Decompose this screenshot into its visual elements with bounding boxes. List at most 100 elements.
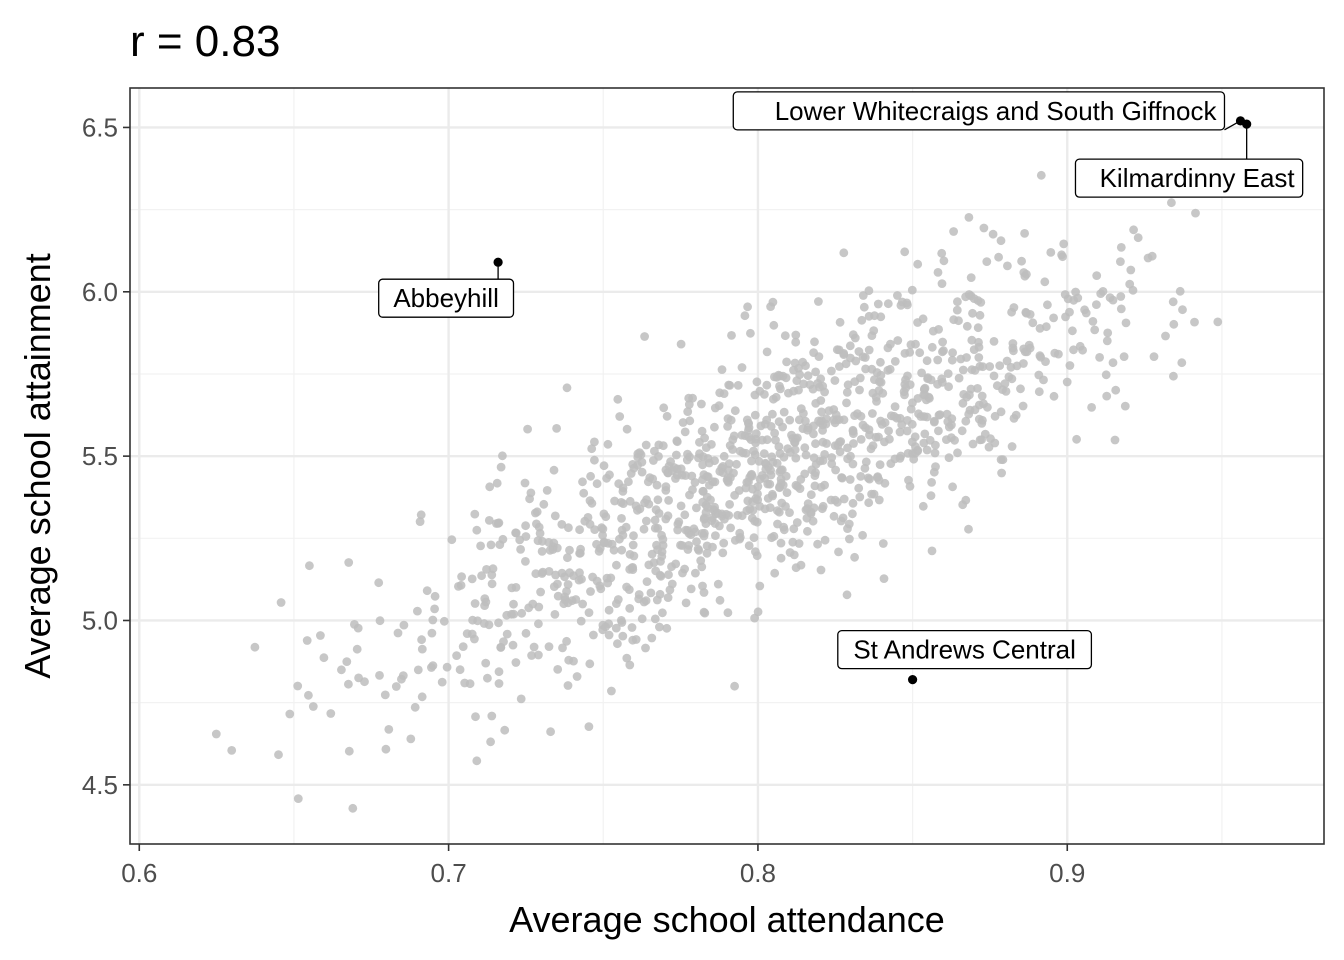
data-point (562, 383, 572, 393)
data-point (964, 524, 973, 534)
data-point (470, 634, 479, 644)
data-point (652, 595, 662, 605)
data-point (830, 376, 840, 385)
data-point (227, 746, 237, 755)
data-point (896, 451, 906, 461)
data-point (970, 405, 980, 415)
data-point (647, 633, 657, 643)
data-point (988, 229, 998, 239)
y-axis-title: Average school attainment (17, 253, 58, 679)
x-tick-label: 0.9 (1049, 858, 1085, 888)
data-point (604, 630, 614, 640)
data-point (605, 470, 614, 480)
data-point (776, 553, 786, 563)
data-point (487, 579, 497, 589)
data-point (622, 653, 632, 663)
data-point (814, 297, 823, 306)
data-point (839, 248, 849, 258)
data-point (1119, 352, 1129, 361)
data-point (479, 619, 489, 628)
highlight-annotation: St Andrews Central (837, 630, 1093, 670)
data-point (539, 499, 549, 509)
data-point (699, 470, 709, 479)
data-point (399, 620, 409, 630)
data-point (749, 446, 758, 456)
data-point (628, 540, 638, 550)
data-point (486, 737, 495, 747)
point-label: Kilmardinny East (1100, 163, 1296, 193)
data-point (811, 399, 821, 408)
data-point (913, 259, 923, 269)
data-point (353, 623, 363, 633)
data-point (854, 483, 864, 493)
data-point (458, 642, 468, 651)
data-point (805, 380, 815, 389)
data-point (867, 489, 876, 499)
data-point (1062, 377, 1072, 387)
data-point (878, 388, 888, 398)
data-point (954, 316, 963, 326)
data-point (789, 386, 798, 396)
data-point (585, 659, 595, 669)
data-point (1120, 401, 1130, 411)
data-point (1147, 251, 1157, 261)
data-point (770, 568, 780, 578)
data-point (755, 386, 765, 396)
data-point (521, 532, 531, 541)
data-point (319, 653, 329, 663)
data-point (1098, 287, 1108, 296)
data-point (652, 540, 661, 550)
data-point (1009, 303, 1019, 312)
data-point (841, 359, 851, 369)
data-point (715, 467, 725, 476)
data-point (580, 516, 590, 526)
data-point (684, 541, 694, 550)
data-point (652, 480, 662, 490)
data-point (1057, 250, 1066, 260)
data-point (639, 597, 649, 607)
data-point (544, 538, 554, 547)
data-point (861, 457, 871, 467)
data-point (1021, 308, 1031, 318)
data-point (875, 377, 884, 387)
data-point (680, 427, 690, 437)
data-point (900, 390, 909, 400)
data-point (816, 565, 826, 575)
data-point (994, 252, 1003, 262)
data-point (413, 665, 423, 675)
data-point (799, 379, 808, 389)
point-label: Lower Whitecraigs and South Giffnock (775, 96, 1218, 126)
chart-title: r = 0.83 (130, 17, 280, 66)
data-point (958, 365, 968, 375)
data-point (714, 401, 724, 411)
data-point (374, 578, 384, 588)
data-point (681, 471, 690, 480)
x-tick-label: 0.7 (431, 858, 467, 888)
data-point (927, 546, 937, 556)
data-point (756, 421, 766, 431)
data-point (496, 462, 506, 472)
data-point (848, 426, 858, 436)
data-point (953, 448, 962, 458)
data-point (800, 443, 810, 453)
data-point (590, 455, 599, 465)
data-point (655, 570, 665, 580)
data-point (1133, 233, 1143, 243)
x-tick-label: 0.8 (740, 858, 776, 888)
data-point (705, 480, 714, 490)
data-point (546, 727, 555, 737)
data-point (771, 392, 781, 402)
data-point (565, 568, 574, 578)
data-point (537, 547, 547, 556)
data-point (1017, 256, 1026, 266)
data-point (692, 503, 701, 513)
data-point (889, 411, 899, 421)
data-point (978, 362, 988, 372)
data-point (472, 525, 482, 535)
data-point (592, 479, 602, 489)
data-point (903, 371, 912, 381)
data-point (848, 498, 858, 508)
data-point (552, 424, 561, 433)
data-point (974, 342, 984, 352)
data-point (1043, 300, 1052, 310)
